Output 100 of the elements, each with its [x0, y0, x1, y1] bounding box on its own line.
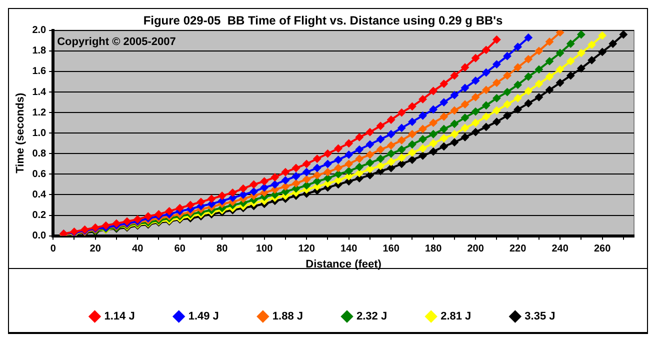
point	[408, 130, 416, 138]
point	[461, 84, 470, 92]
point	[524, 72, 532, 81]
x-tick-label: 60	[174, 244, 186, 255]
point	[534, 80, 543, 88]
point	[324, 168, 332, 176]
point	[534, 93, 543, 102]
point	[250, 188, 258, 196]
point	[608, 40, 617, 48]
point	[376, 154, 385, 163]
point	[472, 54, 480, 62]
point	[387, 150, 396, 158]
point	[250, 180, 258, 188]
point	[482, 46, 490, 54]
point	[556, 30, 564, 36]
y-tick-label: 2.0	[32, 25, 47, 36]
point	[588, 40, 596, 49]
point	[334, 164, 342, 172]
point	[503, 112, 512, 120]
point	[270, 180, 279, 188]
point	[514, 94, 522, 102]
point	[208, 194, 216, 203]
point	[270, 173, 279, 182]
point	[546, 86, 554, 94]
point	[355, 162, 364, 171]
point	[334, 144, 342, 153]
point	[429, 118, 438, 127]
point	[313, 164, 322, 172]
point	[514, 63, 522, 72]
y-tick-label: 0.8	[32, 148, 47, 160]
point	[429, 130, 438, 138]
point	[418, 135, 427, 144]
point	[165, 207, 174, 216]
legend-label: 1.49 J	[188, 310, 219, 323]
point	[186, 200, 194, 209]
point	[313, 154, 322, 163]
point	[429, 86, 438, 95]
point	[366, 165, 374, 174]
point	[546, 72, 554, 81]
point	[218, 192, 226, 200]
x-tick-label: 160	[382, 244, 400, 255]
point	[387, 158, 396, 166]
point	[450, 72, 458, 80]
point	[302, 160, 311, 168]
point	[418, 112, 427, 120]
point	[376, 122, 385, 130]
point	[503, 52, 512, 60]
point	[292, 172, 300, 180]
y-axis-title: Time (seconds)	[14, 92, 27, 174]
point	[503, 100, 512, 108]
x-tick-label: 200	[467, 244, 484, 255]
point	[492, 106, 501, 115]
point	[429, 105, 438, 114]
point	[398, 154, 406, 162]
point	[398, 108, 406, 117]
point	[566, 57, 575, 66]
point	[566, 40, 575, 48]
legend-label: 1.88 J	[272, 310, 304, 323]
x-tick-label: 80	[216, 244, 228, 255]
point	[334, 156, 342, 164]
y-tick-label: 1.2	[32, 107, 47, 118]
point	[492, 60, 501, 68]
point	[440, 124, 448, 133]
point	[366, 158, 374, 167]
point	[492, 36, 501, 44]
point	[556, 65, 564, 74]
point	[482, 101, 490, 110]
point	[450, 120, 458, 128]
point	[492, 118, 501, 126]
point	[112, 219, 120, 228]
point	[408, 156, 416, 164]
point	[281, 168, 290, 176]
point	[387, 141, 396, 150]
point	[472, 76, 480, 85]
point	[376, 135, 385, 144]
point	[366, 140, 374, 148]
point	[524, 34, 532, 42]
point	[461, 100, 470, 108]
point	[281, 176, 290, 184]
y-tick-label: 0.6	[32, 168, 47, 180]
point	[344, 160, 353, 168]
point	[355, 154, 364, 163]
x-tick-label: 220	[509, 244, 527, 255]
x-tick-label: 180	[424, 244, 442, 255]
point	[482, 68, 490, 77]
point	[492, 94, 501, 102]
legend-label: 1.14 J	[104, 310, 135, 323]
point	[418, 124, 427, 133]
point	[588, 56, 596, 64]
point	[123, 217, 132, 226]
point	[440, 98, 448, 106]
point	[344, 167, 353, 176]
point	[398, 136, 406, 144]
point	[492, 78, 501, 87]
point	[134, 215, 142, 224]
point	[461, 63, 470, 72]
point	[556, 48, 564, 57]
point	[302, 175, 311, 184]
y-tick-label: 1.4	[32, 86, 47, 98]
point	[398, 124, 406, 132]
